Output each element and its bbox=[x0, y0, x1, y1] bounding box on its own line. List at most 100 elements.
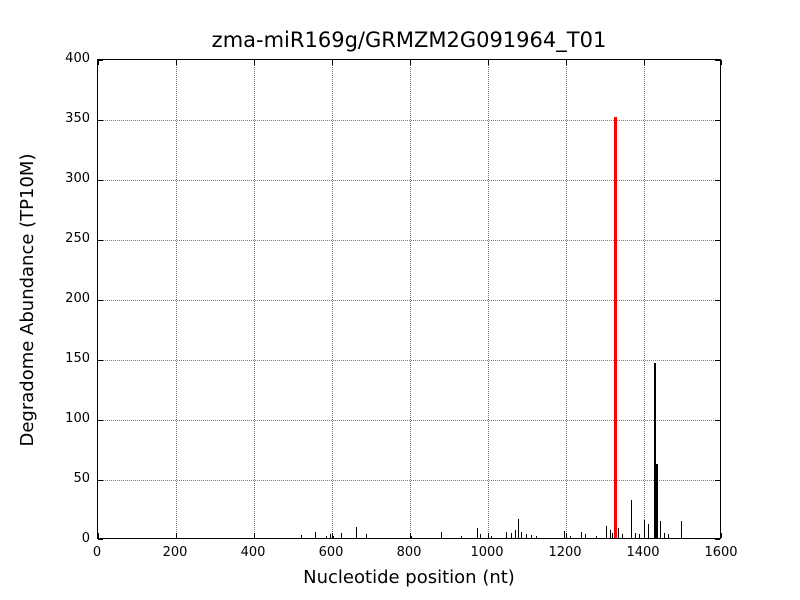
degradome-spike bbox=[315, 532, 316, 538]
y-tick-mark-left bbox=[98, 420, 103, 421]
degradome-spike bbox=[681, 521, 682, 538]
x-tick-mark-top bbox=[644, 60, 645, 65]
degradome-spike bbox=[366, 534, 367, 538]
degradome-spike bbox=[622, 534, 623, 538]
grid-line-horizontal bbox=[98, 300, 720, 301]
degradome-spike bbox=[515, 530, 516, 538]
y-tick-mark-right bbox=[715, 480, 720, 481]
degradome-spike bbox=[441, 532, 442, 538]
y-tick-mark-right bbox=[715, 60, 720, 61]
y-tick-mark-left bbox=[98, 300, 103, 301]
x-tick-label: 1600 bbox=[704, 545, 738, 560]
degradome-spike bbox=[610, 530, 611, 538]
degradome-spike bbox=[301, 535, 302, 538]
degradome-spike bbox=[518, 519, 519, 538]
x-tick-mark-top bbox=[566, 60, 567, 65]
degradome-spike bbox=[333, 536, 334, 538]
degradome-spike bbox=[491, 536, 492, 538]
y-tick-label: 350 bbox=[65, 111, 90, 126]
y-tick-label: 300 bbox=[65, 171, 90, 186]
grid-line-horizontal bbox=[98, 420, 720, 421]
grid-line-vertical bbox=[644, 60, 645, 538]
y-tick-label: 50 bbox=[73, 471, 90, 486]
degradome-spike bbox=[521, 532, 522, 538]
y-tick-mark-right bbox=[715, 300, 720, 301]
grid-line-horizontal bbox=[98, 480, 720, 481]
grid-line-vertical bbox=[254, 60, 255, 538]
y-tick-label: 100 bbox=[65, 411, 90, 426]
y-tick-mark-right bbox=[715, 240, 720, 241]
degradome-spike bbox=[644, 520, 645, 538]
y-tick-mark-right bbox=[715, 360, 720, 361]
x-tick-label: 600 bbox=[318, 545, 344, 560]
y-tick-mark-right bbox=[715, 420, 720, 421]
degradome-spike bbox=[526, 534, 527, 538]
x-tick-label: 1000 bbox=[470, 545, 504, 560]
x-tick-mark-bottom bbox=[721, 533, 722, 538]
x-tick-mark-bottom bbox=[332, 533, 333, 538]
degradome-spike bbox=[506, 532, 507, 538]
y-tick-mark-left bbox=[98, 180, 103, 181]
degradome-spike bbox=[635, 533, 636, 538]
degradome-spike bbox=[356, 527, 357, 538]
x-tick-mark-bottom bbox=[176, 533, 177, 538]
y-tick-mark-left bbox=[98, 539, 103, 540]
chart-title: zma-miR169g/GRMZM2G091964_T01 bbox=[211, 28, 607, 52]
degradome-spike bbox=[585, 534, 586, 538]
degradome-spike bbox=[536, 536, 537, 538]
x-tick-label: 1200 bbox=[548, 545, 582, 560]
y-tick-label: 400 bbox=[65, 51, 90, 66]
degradome-spike bbox=[326, 536, 327, 538]
x-tick-mark-top bbox=[332, 60, 333, 65]
x-tick-label: 400 bbox=[240, 545, 266, 560]
grid-line-horizontal bbox=[98, 120, 720, 121]
x-tick-label: 1400 bbox=[626, 545, 660, 560]
grid-line-vertical bbox=[332, 60, 333, 538]
degradome-spike bbox=[411, 536, 412, 538]
y-axis-label: Degradome Abundance (TP10M) bbox=[17, 153, 38, 447]
degradome-spike bbox=[564, 531, 565, 538]
degradome-spike bbox=[570, 536, 571, 538]
plot-area bbox=[97, 59, 722, 540]
x-tick-mark-bottom bbox=[410, 533, 411, 538]
x-tick-label: 800 bbox=[396, 545, 422, 560]
x-axis-label: Nucleotide position (nt) bbox=[303, 567, 515, 588]
degradome-spike bbox=[606, 526, 607, 538]
degradome-spike bbox=[668, 534, 669, 538]
x-tick-mark-top bbox=[410, 60, 411, 65]
y-tick-mark-left bbox=[98, 120, 103, 121]
cleavage-site-highlight-bar bbox=[614, 117, 617, 538]
y-tick-mark-right bbox=[715, 120, 720, 121]
grid-line-vertical bbox=[566, 60, 567, 538]
degradome-spike bbox=[648, 524, 649, 538]
degradome-spike bbox=[639, 534, 640, 538]
x-tick-mark-top bbox=[254, 60, 255, 65]
y-tick-mark-right bbox=[715, 539, 720, 540]
degradome-spike bbox=[531, 535, 532, 538]
degradome-spike bbox=[341, 533, 342, 538]
x-tick-mark-top bbox=[488, 60, 489, 65]
x-tick-mark-bottom bbox=[566, 533, 567, 538]
grid-line-vertical bbox=[176, 60, 177, 538]
x-tick-mark-bottom bbox=[98, 533, 99, 538]
grid-line-horizontal bbox=[98, 180, 720, 181]
degradome-spike bbox=[330, 534, 331, 538]
y-tick-mark-left bbox=[98, 240, 103, 241]
degradome-spike bbox=[477, 528, 478, 538]
y-tick-label: 150 bbox=[65, 351, 90, 366]
degradome-spike bbox=[660, 521, 661, 538]
y-tick-mark-right bbox=[715, 180, 720, 181]
degradome-spike bbox=[656, 464, 658, 538]
degradome-spike bbox=[480, 534, 481, 538]
x-tick-label: 200 bbox=[162, 545, 188, 560]
grid-line-horizontal bbox=[98, 240, 720, 241]
degradome-spike bbox=[631, 500, 632, 538]
grid-line-horizontal bbox=[98, 360, 720, 361]
x-tick-mark-top bbox=[721, 60, 722, 65]
x-tick-label: 0 bbox=[92, 545, 102, 560]
degradome-spike bbox=[654, 363, 656, 538]
degradome-spike bbox=[618, 528, 619, 538]
degradome-spike bbox=[596, 536, 597, 538]
x-tick-mark-bottom bbox=[488, 533, 489, 538]
